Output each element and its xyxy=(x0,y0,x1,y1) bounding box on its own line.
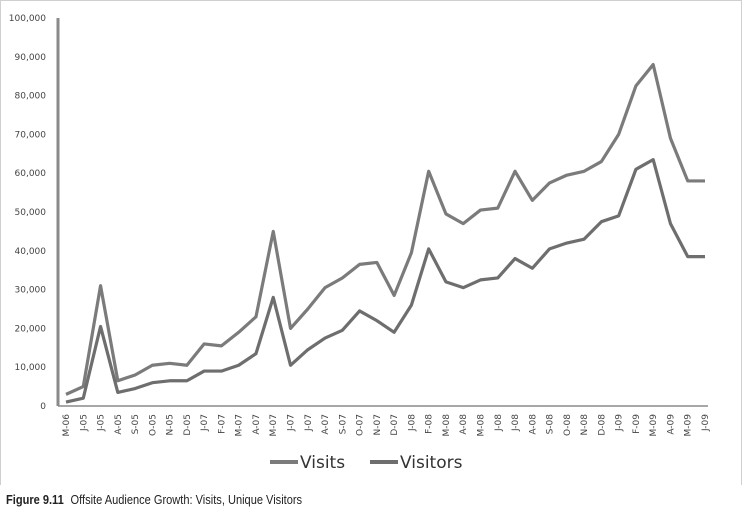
figure-title: Offsite Audience Growth: Visits, Unique … xyxy=(70,492,303,507)
y-tick-label: 50,000 xyxy=(15,208,47,218)
x-tick-label: D-08 xyxy=(597,414,607,436)
series-line-visits xyxy=(65,62,705,396)
x-tick-label: O-07 xyxy=(356,414,366,436)
x-tick-label: S-07 xyxy=(338,414,348,434)
x-tick-label: J-07 xyxy=(287,414,297,432)
x-tick-label: J-05 xyxy=(97,414,107,432)
y-tick-label: 90,000 xyxy=(15,53,47,63)
x-tick-label: M-08 xyxy=(476,414,486,437)
y-tick-label: 80,000 xyxy=(15,92,47,102)
x-tick-label: M-06 xyxy=(62,414,72,437)
x-tick-label: J-07 xyxy=(200,414,210,432)
x-tick-label: N-07 xyxy=(373,414,383,435)
x-tick-label: S-08 xyxy=(546,414,556,435)
x-tick-label: F-07 xyxy=(217,414,227,434)
x-tick-label: D-05 xyxy=(183,414,193,436)
figure-number: Figure 9.11 xyxy=(6,492,64,507)
x-tick-label: M-09 xyxy=(649,414,659,437)
figure-caption: Figure 9.11 Offsite Audience Growth: Visi… xyxy=(6,492,302,507)
x-tick-label: F-08 xyxy=(425,414,435,434)
series-line-visitors xyxy=(65,158,705,404)
legend-label-visitors: Visitors xyxy=(400,453,463,473)
x-tick-label: A-07 xyxy=(252,414,262,435)
x-tick-label: M-09 xyxy=(684,414,694,437)
x-tick-label: F-09 xyxy=(632,414,642,434)
y-tick-label: 0 xyxy=(40,402,46,412)
x-tick-label: J-08 xyxy=(407,414,417,432)
x-tick-label: A-09 xyxy=(666,414,676,435)
x-tick-label: N-05 xyxy=(166,414,176,435)
x-tick-label: J-09 xyxy=(701,414,711,432)
y-tick-label: 100,000 xyxy=(9,14,46,24)
y-tick-label: 40,000 xyxy=(15,247,47,257)
x-tick-label: M-07 xyxy=(269,414,279,436)
x-tick-label: O-05 xyxy=(148,414,158,436)
legend-label-visits: Visits xyxy=(300,453,345,473)
x-tick-label: A-07 xyxy=(321,414,331,435)
x-tick-label: J-09 xyxy=(615,414,625,432)
y-tick-label: 20,000 xyxy=(15,324,47,334)
x-tick-label: A-05 xyxy=(114,414,124,435)
x-tick-label: D-07 xyxy=(390,414,400,436)
x-tick-label: M-08 xyxy=(442,414,452,437)
x-tick-label: J-07 xyxy=(304,414,314,432)
x-tick-label: J-05 xyxy=(79,414,89,432)
x-tick-label: J-08 xyxy=(494,414,504,432)
y-tick-label: 70,000 xyxy=(15,130,47,140)
x-tick-label: A-08 xyxy=(459,414,469,435)
y-tick-label: 60,000 xyxy=(15,169,47,179)
y-tick-label: 30,000 xyxy=(15,286,47,296)
x-tick-label: O-08 xyxy=(563,414,573,436)
x-tick-label: M-07 xyxy=(235,414,245,436)
x-tick-label: S-05 xyxy=(131,414,141,434)
x-tick-label: A-08 xyxy=(528,414,538,435)
x-tick-label: N-08 xyxy=(580,414,590,436)
x-tick-label: J-08 xyxy=(511,414,521,432)
y-tick-label: 10,000 xyxy=(15,363,47,373)
